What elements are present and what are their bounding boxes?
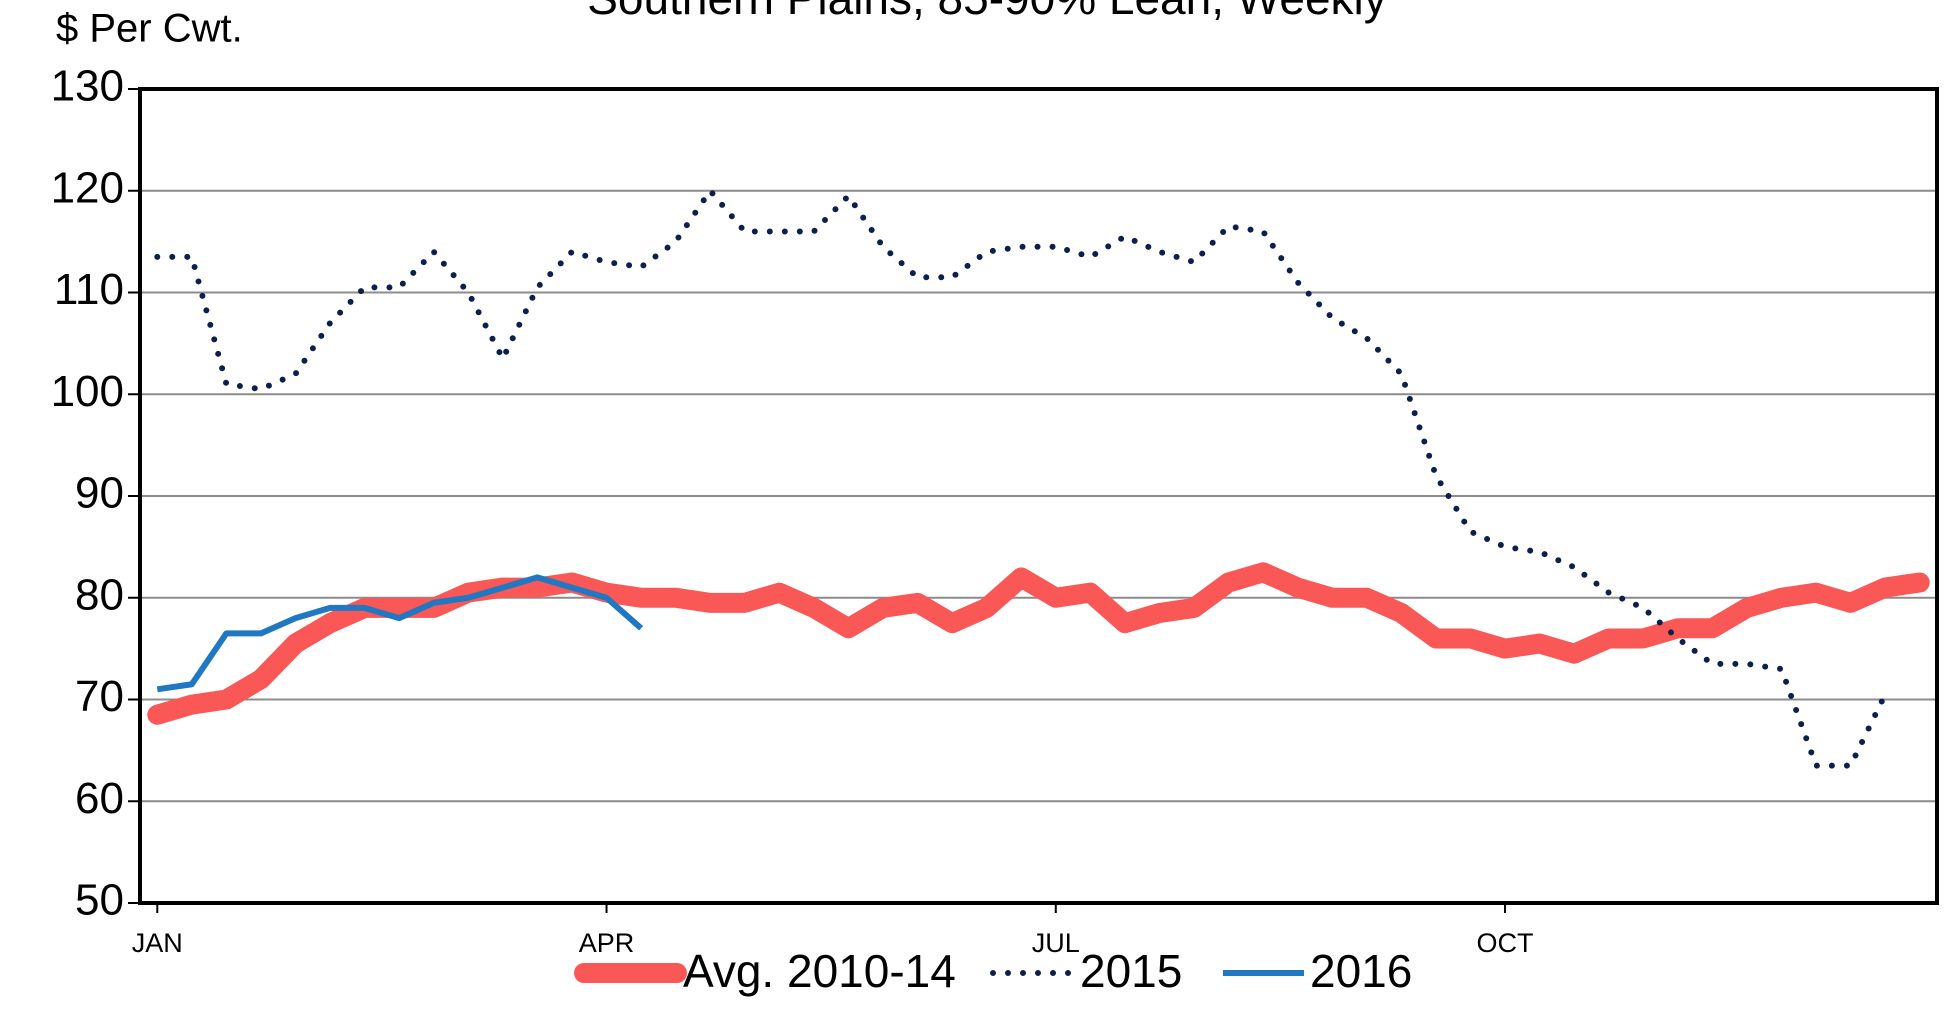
y-tick-label: 110	[54, 265, 124, 314]
legend-label: 2016	[1310, 945, 1412, 997]
y-tick-label: 130	[51, 62, 124, 111]
legend-label: Avg. 2010-14	[683, 945, 956, 997]
series-line	[156, 574, 644, 693]
y-tick-label: 50	[75, 876, 124, 925]
y-tick-label: 60	[75, 774, 124, 823]
x-tick-label: JAN	[132, 928, 183, 958]
series-line	[147, 562, 1930, 725]
y-tick-label: 120	[51, 163, 124, 212]
x-tick-label: JUL	[1032, 928, 1080, 958]
y-tick-label: 70	[75, 672, 124, 721]
series-line	[154, 187, 1889, 769]
legend-label: 2015	[1080, 945, 1182, 997]
y-tick-label: 80	[75, 570, 124, 619]
plot-border	[138, 87, 1939, 905]
x-tick-label: APR	[579, 928, 635, 958]
x-tick-label: OCT	[1477, 928, 1534, 958]
y-tick-label: 90	[75, 469, 124, 518]
y-axis-label: $ Per Cwt.	[56, 7, 243, 51]
chart-title: Southern Plains, 85-90% Lean, Weekly	[587, 0, 1387, 24]
y-tick-label: 100	[51, 367, 124, 416]
